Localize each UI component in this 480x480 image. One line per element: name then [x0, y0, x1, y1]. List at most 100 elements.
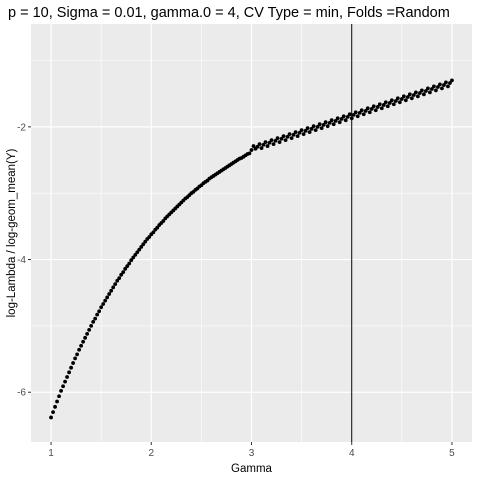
- data-point: [261, 142, 266, 147]
- data-point: [155, 225, 160, 230]
- data-point: [387, 101, 392, 105]
- data-point: [434, 88, 438, 93]
- data-point: [413, 90, 418, 95]
- data-point: [309, 126, 314, 131]
- data-point: [395, 96, 400, 101]
- data-point: [426, 86, 430, 91]
- data-point: [343, 118, 348, 123]
- y-axis-title: log-Lambda / log-geom_mean(Y): [6, 148, 18, 317]
- data-point: [79, 343, 84, 348]
- data-point: [95, 312, 100, 317]
- x-axis-ticks: 1 2 3 4 5: [48, 442, 455, 459]
- data-point: [277, 140, 282, 145]
- data-point: [135, 250, 140, 255]
- data-point: [321, 122, 326, 127]
- data-point: [125, 264, 130, 269]
- data-point: [331, 122, 336, 127]
- data-point: [315, 124, 320, 129]
- data-point: [424, 89, 428, 93]
- data-point: [127, 261, 132, 266]
- data-point: [297, 130, 302, 135]
- data-point: [430, 87, 434, 91]
- data-point: [51, 410, 55, 415]
- data-point: [377, 102, 382, 107]
- data-point: [411, 93, 416, 97]
- data-point: [417, 91, 422, 95]
- data-point: [393, 99, 398, 103]
- data-point: [373, 108, 378, 113]
- data-point: [355, 114, 360, 119]
- data-point: [137, 247, 142, 252]
- y-tick-label: -4: [17, 255, 26, 266]
- data-point: [383, 100, 388, 105]
- data-point: [275, 136, 280, 141]
- data-point: [385, 104, 390, 109]
- data-point: [301, 132, 306, 137]
- data-point: [299, 128, 304, 133]
- data-point: [147, 235, 152, 239]
- data-point: [450, 78, 454, 83]
- x-tick-label: 5: [449, 448, 455, 459]
- data-point: [421, 92, 426, 97]
- data-point: [139, 245, 144, 249]
- data-point: [83, 335, 88, 340]
- data-point: [61, 384, 65, 389]
- data-point: [442, 83, 446, 87]
- data-point: [143, 239, 148, 244]
- data-point: [141, 242, 146, 247]
- x-tick-label: 3: [249, 448, 255, 459]
- data-points: [49, 78, 454, 420]
- data-point: [81, 339, 86, 344]
- x-tick-label: 1: [48, 448, 54, 459]
- data-point: [444, 80, 448, 85]
- data-point: [49, 415, 53, 420]
- data-point: [323, 120, 328, 125]
- data-point: [432, 84, 436, 89]
- data-point: [403, 98, 408, 103]
- data-point: [265, 144, 270, 148]
- data-point: [339, 116, 344, 121]
- data-point: [287, 132, 292, 137]
- data-point: [327, 120, 332, 125]
- data-point: [375, 105, 380, 109]
- data-point: [415, 94, 420, 99]
- data-point: [405, 95, 410, 99]
- data-point: [291, 132, 296, 137]
- data-point: [105, 295, 110, 300]
- data-point: [367, 110, 372, 115]
- data-point: [361, 112, 366, 117]
- data-point: [371, 104, 376, 109]
- data-point: [279, 136, 284, 141]
- data-point: [357, 111, 362, 115]
- data-point: [295, 134, 300, 139]
- data-point: [273, 138, 278, 143]
- data-point: [247, 151, 252, 156]
- data-point: [319, 126, 324, 131]
- data-point: [91, 320, 96, 324]
- data-point: [436, 85, 440, 89]
- data-point: [113, 282, 118, 286]
- data-point: [77, 347, 82, 352]
- data-point: [363, 109, 368, 113]
- data-point: [335, 116, 340, 121]
- data-point: [119, 272, 124, 277]
- data-point: [337, 120, 342, 125]
- data-point: [257, 142, 262, 146]
- data-point: [71, 361, 75, 365]
- data-point: [397, 100, 402, 105]
- data-point: [161, 219, 166, 223]
- data-point: [317, 122, 322, 127]
- data-point: [341, 114, 346, 119]
- data-point: [401, 94, 406, 99]
- data-point: [381, 103, 386, 107]
- data-point: [446, 84, 450, 89]
- data-point: [117, 276, 122, 281]
- data-point: [369, 107, 374, 111]
- data-point: [59, 389, 63, 393]
- data-point: [345, 114, 350, 119]
- data-point: [293, 130, 298, 135]
- y-tick-label: -6: [17, 388, 26, 399]
- data-point: [101, 302, 106, 306]
- data-point: [73, 356, 77, 361]
- data-point: [365, 106, 370, 111]
